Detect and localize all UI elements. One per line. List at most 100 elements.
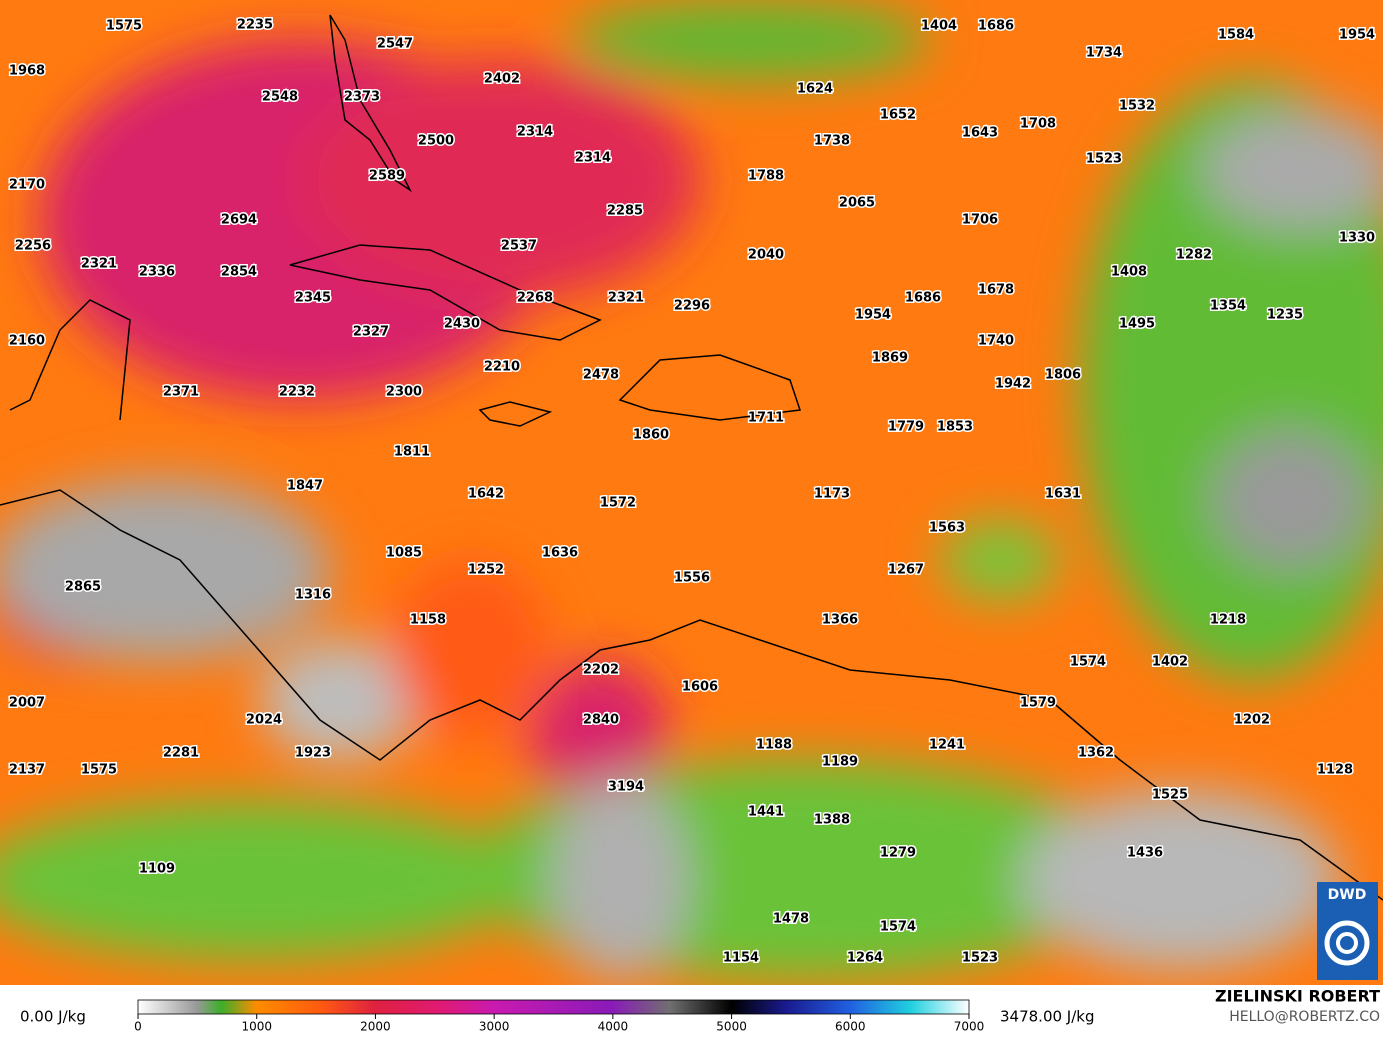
cape-value: 1154: [723, 951, 759, 966]
cape-value: 2865: [65, 580, 101, 595]
logo-text: DWD: [1328, 887, 1367, 903]
cape-value: 2232: [279, 385, 315, 400]
cape-value: 1711: [748, 411, 784, 426]
cape-value: 1556: [674, 571, 710, 586]
cape-value: 2694: [221, 213, 257, 228]
cape-value: 1316: [295, 588, 331, 603]
cape-value: 1128: [1317, 763, 1353, 778]
cape-value: 1525: [1152, 788, 1188, 803]
cape-value: 1631: [1045, 487, 1081, 502]
cape-value: 1779: [888, 420, 924, 435]
cape-value: 1572: [600, 496, 636, 511]
colorbar-tick-label: 5000: [716, 1020, 747, 1034]
cape-value: 1330: [1339, 231, 1375, 246]
cape-value: 1478: [773, 912, 809, 927]
cape-value: 1241: [929, 738, 965, 753]
cape-value: 2537: [501, 239, 537, 254]
cape-value: 2321: [81, 257, 117, 272]
cape-value: 1282: [1176, 248, 1212, 263]
legend-min: 0.00 J/kg: [20, 1008, 86, 1026]
cape-value: 2840: [583, 713, 619, 728]
cape-value: 2268: [517, 291, 553, 306]
legend-max: 3478.00 J/kg: [1000, 1008, 1094, 1026]
cape-value: 2256: [15, 239, 51, 254]
cape-value: 1575: [106, 19, 142, 34]
cape-value: 1523: [962, 951, 998, 966]
cape-value: 1643: [962, 126, 998, 141]
cape-value: 1267: [888, 563, 924, 578]
cape-value: 1279: [880, 846, 916, 861]
cape-value: 2373: [344, 90, 380, 105]
cape-value: 1109: [139, 862, 175, 877]
cape-value: 1354: [1210, 299, 1246, 314]
cape-value: 2007: [9, 696, 45, 711]
cape-value: 1788: [748, 169, 784, 184]
cape-value: 1218: [1210, 613, 1246, 628]
cape-value: 1954: [855, 308, 891, 323]
cape-value: 2478: [583, 368, 619, 383]
cape-value: 1853: [937, 420, 973, 435]
cape-value: 1708: [1020, 117, 1056, 132]
cape-value: 1584: [1218, 28, 1254, 43]
cape-value: 1523: [1086, 152, 1122, 167]
cape-value: 1923: [295, 746, 331, 761]
cape-value: 1235: [1267, 308, 1303, 323]
cape-value: 2296: [674, 299, 710, 314]
cape-value: 2235: [237, 18, 273, 33]
colorbar-tick-label: 1000: [241, 1020, 272, 1034]
map-background: [0, 0, 1383, 985]
dwd-logo: DWD: [1317, 882, 1378, 980]
cape-value: 2547: [377, 37, 413, 52]
cape-value: 1441: [748, 805, 784, 820]
cape-value: 2040: [748, 248, 784, 263]
cape-value: 1734: [1086, 46, 1122, 61]
cape-value: 1189: [822, 755, 858, 770]
credit-contact: HELLO@ROBERTZ.CO: [1229, 1009, 1380, 1025]
cape-value: 2402: [484, 72, 520, 87]
cape-value: 1740: [978, 334, 1014, 349]
cape-value: 2170: [9, 178, 45, 193]
cape-value: 1388: [814, 813, 850, 828]
cape-value: 1606: [682, 680, 718, 695]
colorbar-tick-label: 7000: [954, 1020, 985, 1034]
cape-value: 2285: [607, 204, 643, 219]
cape-value: 1652: [880, 108, 916, 123]
cape-value: 1188: [756, 738, 792, 753]
cape-value: 1847: [287, 479, 323, 494]
cape-value: 2314: [575, 151, 611, 166]
cape-value: 1678: [978, 283, 1014, 298]
cape-value: 1252: [468, 563, 504, 578]
cape-value: 2548: [262, 90, 298, 105]
colorbar-tick-label: 2000: [360, 1020, 391, 1034]
cape-value: 2160: [9, 334, 45, 349]
cape-value: 1738: [814, 134, 850, 149]
cape-value: 2500: [418, 134, 454, 149]
cape-value: 1574: [1070, 655, 1106, 670]
cape-value: 1869: [872, 351, 908, 366]
cape-value: 1563: [929, 521, 965, 536]
cape-value: 2137: [9, 763, 45, 778]
cape-value: 1686: [978, 19, 1014, 34]
colorbar-tick-label: 6000: [835, 1020, 866, 1034]
cape-value: 1404: [921, 19, 957, 34]
colorbar: [137, 999, 970, 1015]
cape-value: 1624: [797, 82, 833, 97]
cape-value: 1264: [847, 951, 883, 966]
cape-value: 1408: [1111, 265, 1147, 280]
cape-value: 2210: [484, 360, 520, 375]
cape-value: 1968: [9, 64, 45, 79]
cape-value: 2345: [295, 291, 331, 306]
cape-value: 1706: [962, 213, 998, 228]
colorbar-tick-label: 4000: [598, 1020, 629, 1034]
cape-value: 1574: [880, 920, 916, 935]
cape-value: 1085: [386, 546, 422, 561]
cape-value: 2854: [221, 265, 257, 280]
cape-value: 1579: [1020, 696, 1056, 711]
cape-value: 1686: [905, 291, 941, 306]
cape-value: 2281: [163, 746, 199, 761]
cape-value: 2202: [583, 663, 619, 678]
cape-value: 1362: [1078, 746, 1114, 761]
cape-value: 2314: [517, 125, 553, 140]
cape-value: 1860: [633, 428, 669, 443]
